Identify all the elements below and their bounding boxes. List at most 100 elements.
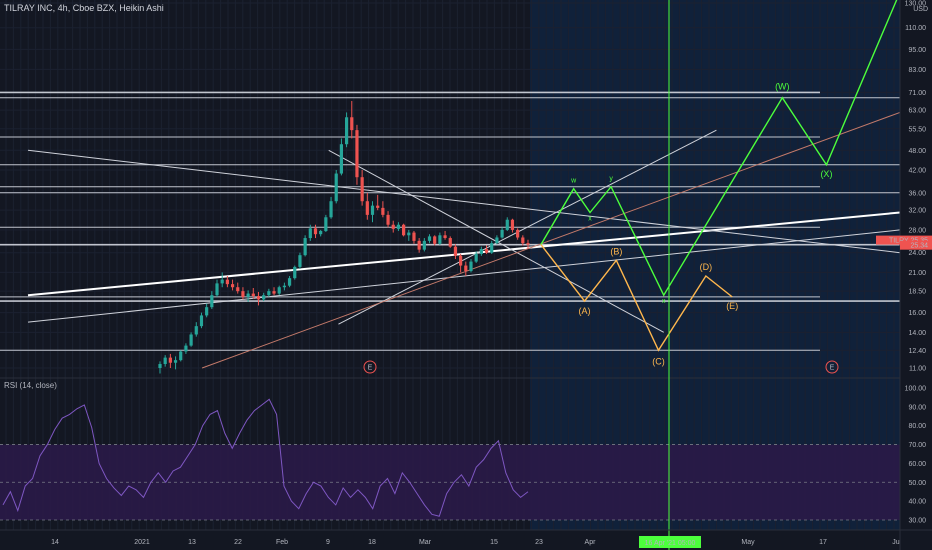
wave-alt-label: w	[570, 178, 577, 185]
x-tick-label: 9	[326, 539, 330, 546]
y-tick-label: 95.00	[908, 47, 926, 54]
candle-body	[469, 261, 473, 272]
candle-body	[168, 357, 172, 363]
candle-body	[495, 237, 499, 244]
candle-body	[210, 295, 214, 308]
wave-main-label: (B)	[610, 246, 622, 256]
event-marker-letter: E	[368, 365, 373, 372]
candle-body	[277, 287, 281, 294]
cursor-date-badge	[639, 536, 701, 548]
y-tick-label: 14.00	[908, 330, 926, 337]
x-tick-label: 14	[51, 539, 59, 546]
event-marker-letter: E	[830, 365, 835, 372]
event-marker-icon	[825, 360, 839, 374]
price-axis-bg	[900, 0, 932, 550]
currency-label: USD	[913, 6, 928, 13]
candle-body	[370, 205, 375, 215]
candle-body	[158, 364, 162, 368]
cursor-date-label: 16 Apr '21 05:00	[645, 540, 696, 547]
candle-body	[360, 177, 364, 202]
candle-body	[184, 345, 188, 352]
y-tick-label: 42.00	[908, 167, 926, 174]
wave-alt-label: x	[588, 216, 592, 223]
candle-body	[407, 232, 411, 236]
candle-body	[308, 228, 312, 239]
candle-body	[256, 296, 261, 300]
y-tick-label: 48.00	[908, 148, 926, 155]
wave-alt-label: y	[609, 176, 613, 183]
candle-body	[282, 285, 286, 288]
candle-body	[474, 253, 478, 262]
wave-main-label: (E)	[726, 301, 738, 311]
candle-body	[339, 144, 344, 174]
y-tick-label: 110.00	[905, 25, 926, 32]
x-tick-label: 13	[188, 539, 196, 546]
candle-body	[220, 279, 224, 284]
x-tick-label: 18	[368, 539, 376, 546]
rsi-tick-label: 40.00	[908, 499, 926, 506]
candle-body	[526, 243, 530, 245]
trend-line	[27, 149, 901, 254]
candle-body	[344, 117, 349, 145]
candle-body	[262, 295, 266, 300]
candle-body	[438, 235, 442, 244]
trend-line	[338, 129, 717, 325]
candle-body	[251, 293, 255, 297]
y-tick-label: 12.40	[908, 348, 926, 355]
y-tick-label: 21.00	[908, 270, 926, 277]
rsi-line	[2, 398, 529, 517]
rsi-tick-label: 70.00	[908, 442, 926, 449]
rsi-tick-label: 90.00	[908, 404, 926, 411]
candle-body	[199, 315, 204, 327]
x-tick-label: Mar	[419, 539, 432, 546]
future-zone	[530, 0, 900, 378]
y-tick-label: 71.00	[908, 90, 926, 97]
event-marker-icon	[363, 360, 377, 374]
candle-body	[241, 291, 245, 297]
candle-body	[329, 201, 333, 218]
y-tick-label: 18.50	[908, 289, 926, 296]
candle-body	[500, 229, 504, 238]
candle-body	[215, 283, 219, 296]
candle-body	[459, 255, 463, 266]
candle-body	[194, 326, 198, 335]
wave-main-label: (D)	[700, 262, 713, 272]
candle-body	[350, 117, 354, 131]
wave-main-label: (A)	[579, 306, 591, 316]
wave-alt-label: (W)	[775, 82, 790, 92]
wave-main-label: (C)	[652, 356, 665, 366]
y-tick-label: 28.00	[908, 227, 926, 234]
candle-body	[365, 201, 369, 215]
candle-body	[246, 293, 250, 297]
candle-body	[422, 240, 426, 250]
y-tick-label: 11.00	[909, 366, 926, 373]
candle-body	[287, 278, 292, 286]
x-tick-label: 22	[234, 539, 242, 546]
candle-body	[443, 235, 447, 239]
candle-body	[205, 307, 209, 316]
candle-body	[490, 243, 494, 253]
y-tick-label: 55.50	[908, 126, 926, 133]
candle-body	[163, 357, 167, 365]
x-tick-label: Apr	[585, 539, 597, 546]
trend-line	[27, 211, 901, 297]
y-tick-label: 32.00	[908, 208, 926, 215]
candle-body	[334, 173, 338, 202]
candle-body	[189, 334, 193, 346]
candle-body	[412, 232, 416, 241]
trend-line	[27, 229, 901, 323]
y-tick-label: 36.00	[908, 190, 926, 197]
candle-body	[402, 224, 406, 236]
candle-body	[521, 237, 525, 244]
candle-body	[324, 217, 328, 231]
candle-body	[433, 236, 437, 244]
candle-body	[427, 236, 432, 241]
candle-body	[303, 238, 307, 256]
candle-body	[313, 228, 318, 235]
x-tick-label: 15	[490, 539, 498, 546]
x-tick-label: May	[741, 539, 755, 546]
trend-line	[201, 111, 901, 369]
x-tick-label: Feb	[276, 539, 288, 546]
x-tick-label: 2021	[134, 539, 150, 546]
